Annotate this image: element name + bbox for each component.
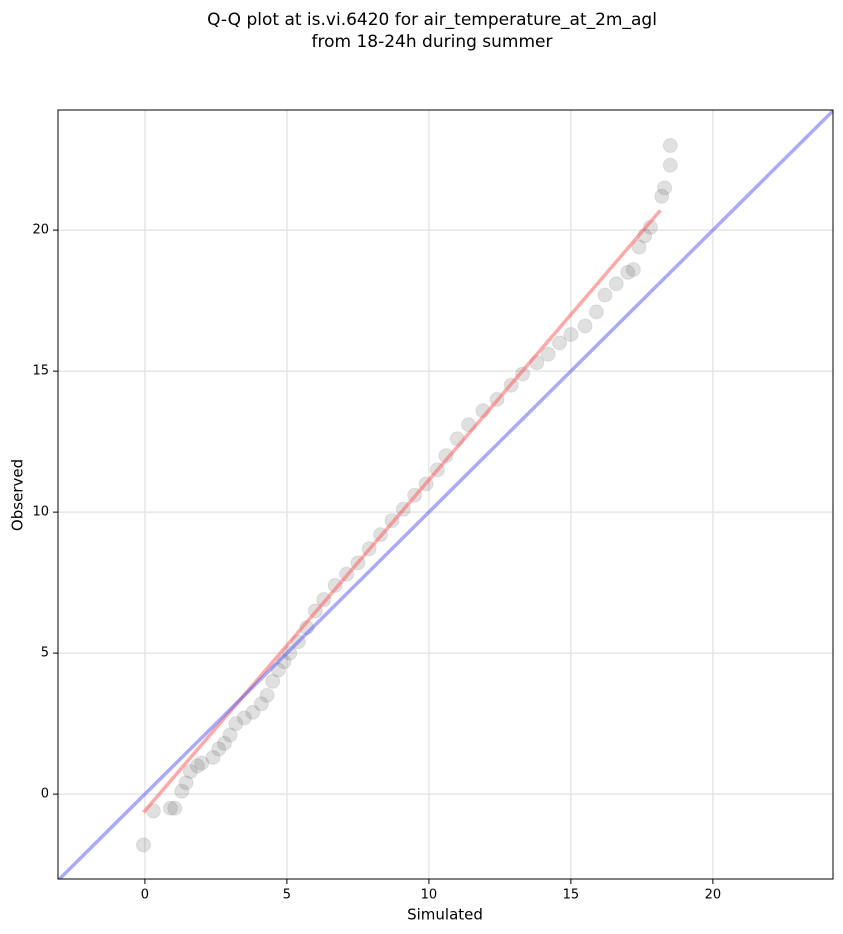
y-tick-label: 10 <box>32 505 49 520</box>
reference-line <box>58 110 833 879</box>
x-tick-label: 15 <box>563 888 580 903</box>
point <box>222 727 238 743</box>
point <box>182 764 198 780</box>
x-tick-label: 0 <box>141 888 149 903</box>
chart-title: Q-Q plot at is.vi.6420 for air_temperatu… <box>207 10 657 30</box>
point <box>662 157 678 173</box>
point <box>563 326 579 342</box>
point <box>167 800 183 816</box>
point <box>597 287 613 303</box>
point <box>625 262 641 278</box>
point <box>162 800 178 816</box>
point <box>189 758 205 774</box>
point <box>178 775 194 791</box>
point <box>577 318 593 334</box>
y-tick-label: 0 <box>41 787 49 802</box>
point <box>216 735 232 751</box>
point <box>662 138 678 154</box>
point <box>259 687 275 703</box>
y-tick-label: 5 <box>41 646 49 661</box>
chart-title: from 18-24h during summer <box>312 32 553 52</box>
point <box>631 239 647 255</box>
plot-frame <box>57 109 834 880</box>
point <box>282 645 298 661</box>
point <box>540 346 556 362</box>
point <box>608 276 624 292</box>
x-axis-label: Simulated <box>407 906 483 924</box>
x-tick-label: 20 <box>705 888 722 903</box>
point <box>552 335 568 351</box>
point <box>327 577 343 593</box>
point <box>657 180 673 196</box>
y-tick-label: 15 <box>32 364 49 379</box>
point <box>245 704 261 720</box>
point <box>236 710 252 726</box>
point <box>205 749 221 765</box>
y-tick-label: 20 <box>32 223 49 238</box>
point <box>211 741 227 757</box>
point <box>228 716 244 732</box>
point <box>253 696 269 712</box>
point <box>620 264 636 280</box>
x-tick-label: 5 <box>283 888 291 903</box>
y-axis-label: Observed <box>9 459 27 531</box>
point <box>135 837 151 853</box>
point <box>194 755 210 771</box>
point <box>588 304 604 320</box>
point <box>174 783 190 799</box>
x-tick-label: 10 <box>421 888 438 903</box>
point <box>654 188 670 204</box>
point <box>265 673 281 689</box>
